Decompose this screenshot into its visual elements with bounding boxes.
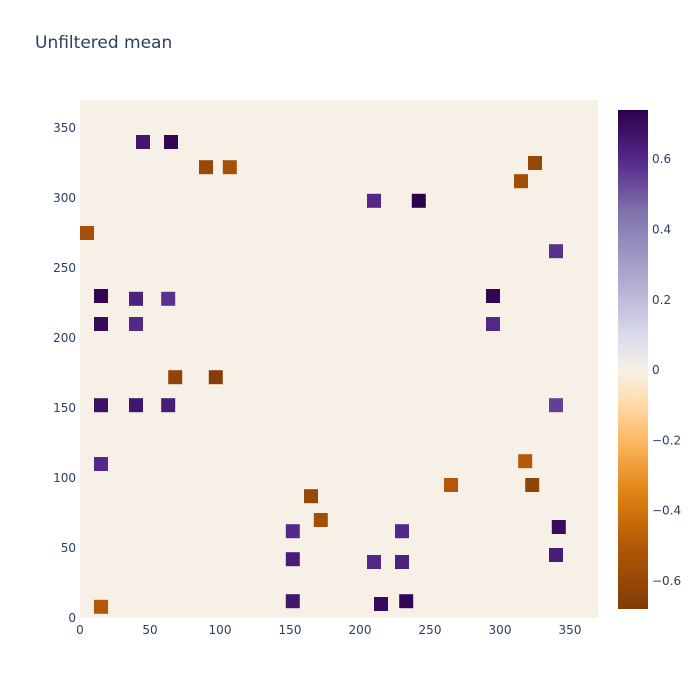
heatmap-cluster-38 [94,599,108,614]
colorbar [618,110,648,609]
heatmap-cluster-26 [395,524,409,539]
y-tick-label-3: 150 [53,401,76,415]
colorbar-tick-label-4: 0.2 [652,293,671,307]
heatmap-cluster-18 [399,594,414,609]
x-tick-label-1: 50 [142,623,157,637]
y-tick-label-1: 50 [61,541,76,555]
heatmap-cluster-39 [80,226,94,240]
heatmap-cluster-7 [136,135,150,149]
y-tick-label-6: 300 [53,191,76,205]
heatmap-cluster-27 [486,289,500,303]
heatmap-area[interactable] [80,100,598,618]
x-tick-label-5: 250 [419,623,442,637]
colorbar-tick-label-2: −0.2 [652,433,681,447]
heatmap-cluster-34 [549,398,563,413]
heatmap-cluster-17 [374,597,388,611]
colorbar-tick-label-6: 0.6 [652,152,671,166]
heatmap-cluster-15 [304,489,318,504]
heatmap-cluster-28 [486,317,500,331]
heatmap-cluster-8 [164,135,178,149]
colorbar-tick-label-0: −0.6 [652,574,681,588]
heatmap-cluster-11 [199,160,213,175]
y-tick-label-7: 350 [53,121,76,135]
colorbar-tick-label-1: −0.4 [652,504,681,518]
y-tick-label-0: 0 [68,611,76,625]
heatmap-cluster-13 [168,370,183,385]
heatmap-cluster-31 [525,478,540,492]
heatmap-cluster-22 [285,552,300,567]
colorbar-axis: −0.6 −0.4 −0.2 0 0.2 0.4 0.6 [652,152,681,588]
y-axis: 0 50 100 150 200 250 300 350 [53,121,76,625]
heatmap-cluster-19 [411,193,426,208]
heatmap-cluster-0 [94,289,108,303]
heatmap-cluster-5 [129,317,143,331]
heatmap-cluster-36 [444,478,458,492]
heatmap-cluster-1 [94,317,108,331]
heatmap-cluster-6 [129,291,143,306]
y-tick-label-2: 100 [53,471,76,485]
colorbar-tick-label-3: 0 [652,363,660,377]
x-tick-label-0: 0 [76,623,84,637]
x-tick-label-7: 350 [559,623,582,637]
heatmap-cluster-37 [518,454,533,469]
heatmap-cluster-25 [395,555,409,569]
y-tick-label-4: 200 [53,331,76,345]
heatmap-cluster-32 [551,520,566,534]
x-axis: 0 50 100 150 200 250 300 350 [76,623,581,637]
heatmap-background [80,100,598,618]
heatmap-cluster-29 [528,156,542,170]
x-tick-label-2: 100 [209,623,232,637]
heatmap-cluster-12 [222,160,237,175]
x-tick-label-3: 150 [279,623,302,637]
y-tick-label-5: 250 [53,261,76,275]
x-tick-label-6: 300 [489,623,512,637]
heatmap-cluster-16 [313,513,328,527]
heatmap-cluster-9 [161,398,176,413]
heatmap-cluster-2 [94,398,108,413]
heatmap-cluster-30 [514,174,528,189]
x-tick-label-4: 200 [349,623,372,637]
heatmap-cluster-3 [94,457,108,471]
heatmap-cluster-14 [208,370,223,385]
heatmap-cluster-10 [161,291,176,306]
heatmap-cluster-35 [549,244,563,259]
colorbar-tick-label-5: 0.4 [652,222,671,236]
heatmap-cluster-4 [129,398,143,413]
heatmap-cluster-23 [285,524,300,539]
heatmap-cluster-24 [367,555,381,569]
heatmap-cluster-21 [285,594,300,609]
chart-title: Unfiltered mean [35,33,173,53]
heatmap-cluster-33 [549,548,563,562]
heatmap-cluster-20 [367,193,381,208]
